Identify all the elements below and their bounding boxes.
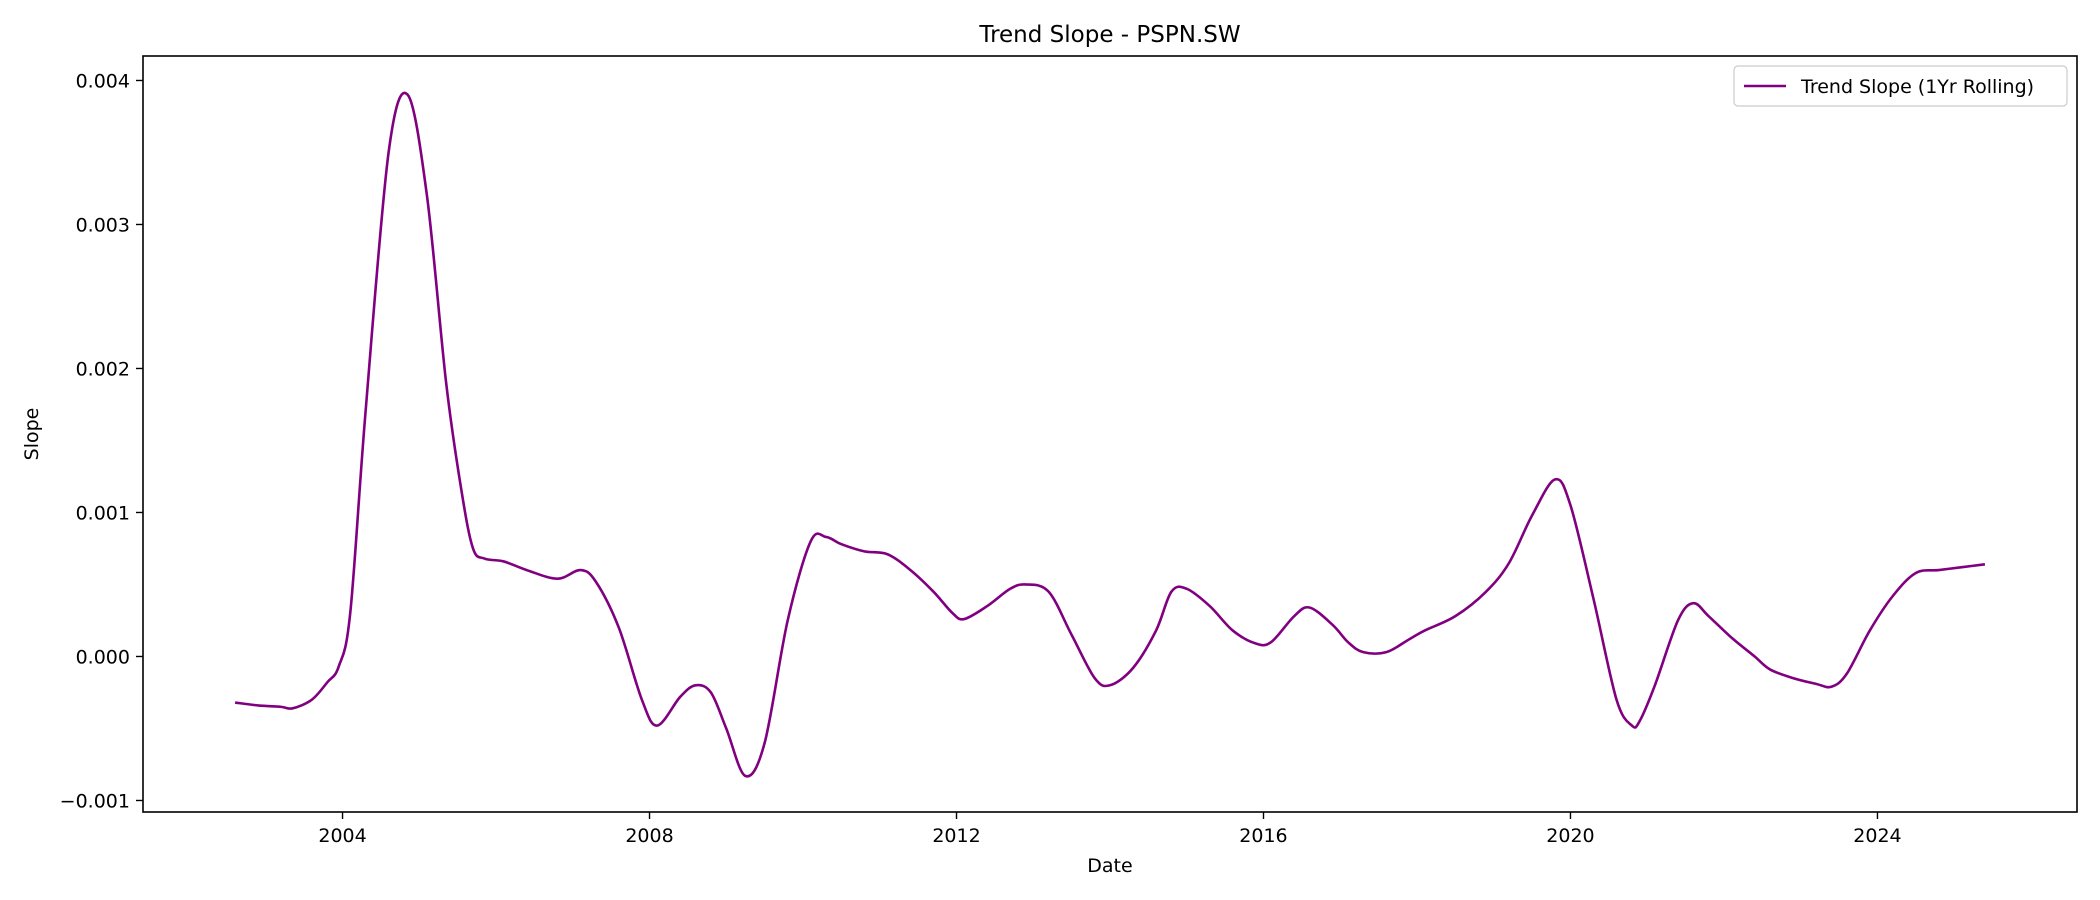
- x-tick-label: 2020: [1546, 825, 1594, 847]
- series-line-trend-slope: [234, 91, 1986, 778]
- legend-label: Trend Slope (1Yr Rolling): [1800, 76, 2034, 98]
- plot-area: [234, 91, 1986, 778]
- x-axis-label: Date: [1087, 855, 1132, 877]
- x-tick-label: 2012: [932, 825, 980, 847]
- legend: Trend Slope (1Yr Rolling): [1733, 65, 2068, 107]
- plot-frame: [142, 55, 2078, 813]
- y-axis-ticks: −0.001 0.000 0.001 0.002 0.003 0.004: [60, 70, 143, 812]
- y-axis-label: Slope: [21, 408, 43, 461]
- y-tick-label: −0.001: [60, 790, 130, 812]
- x-tick-label: 2004: [318, 825, 366, 847]
- chart-title: Trend Slope - PSPN.SW: [978, 22, 1240, 48]
- x-tick-label: 2024: [1853, 825, 1901, 847]
- y-tick-label: 0.000: [76, 646, 130, 668]
- x-tick-label: 2008: [625, 825, 673, 847]
- y-tick-label: 0.002: [76, 358, 130, 380]
- legend-box: [1733, 65, 2068, 107]
- x-axis-ticks: 2004 2008 2012 2016 2020 2024: [318, 812, 1902, 847]
- y-tick-label: 0.003: [76, 214, 130, 236]
- y-tick-label: 0.004: [76, 70, 130, 92]
- y-tick-label: 0.001: [76, 502, 130, 524]
- x-tick-label: 2016: [1239, 825, 1287, 847]
